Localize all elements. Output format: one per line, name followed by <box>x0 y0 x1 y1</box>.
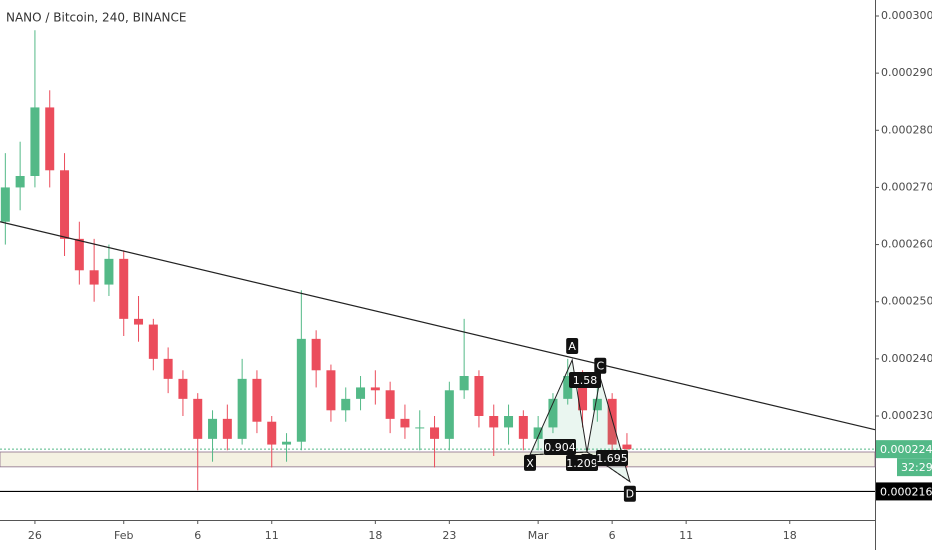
candle-body <box>400 418 410 428</box>
candle-body <box>370 387 380 391</box>
x-tick-label: Mar <box>528 529 549 542</box>
candle-body <box>578 376 588 411</box>
candle-body <box>45 107 55 171</box>
candle-body <box>163 358 173 379</box>
candle-body <box>134 318 144 325</box>
candle-body <box>430 427 440 439</box>
x-tick-label: 18 <box>783 529 797 542</box>
x-tick-label: 6 <box>194 529 201 542</box>
candle-body <box>30 107 40 176</box>
candle-body <box>296 338 306 442</box>
countdown-box <box>897 458 932 477</box>
pattern-point-label: D <box>626 488 634 501</box>
ratio-label: 1.209 <box>566 457 598 470</box>
candle-body <box>267 421 277 445</box>
x-tick-label: 26 <box>28 529 42 542</box>
candle-body <box>489 416 499 428</box>
candle-body <box>622 444 632 450</box>
pattern-point-label: C <box>596 360 604 373</box>
candle-body <box>326 370 336 411</box>
x-tick-label: 11 <box>265 529 279 542</box>
countdown-label: 32:29 <box>901 461 932 474</box>
candle-body <box>385 390 395 419</box>
pattern-point-label: X <box>526 457 534 470</box>
ratio-box <box>569 372 601 388</box>
candle-body <box>178 378 188 399</box>
candle-body <box>252 378 262 422</box>
candle-body <box>208 418 218 439</box>
candle-body <box>607 398 617 445</box>
candle-body <box>504 416 514 428</box>
ratio-box <box>566 455 598 471</box>
candle-body <box>193 398 203 439</box>
candle-body <box>356 387 366 399</box>
ratio-label: 1.695 <box>596 452 628 465</box>
candle-body <box>74 238 84 271</box>
pattern-point-box <box>524 454 537 471</box>
trendline <box>0 221 876 431</box>
candle-body <box>222 418 232 439</box>
candle-body <box>548 398 558 428</box>
candle-body <box>533 427 543 439</box>
candle-body <box>60 170 70 239</box>
pattern-point-box <box>594 357 607 374</box>
x-tick-label: 11 <box>679 529 693 542</box>
candle-body <box>237 378 247 439</box>
chart-title: NANO / Bitcoin, 240, BINANCE <box>6 11 187 25</box>
candle-body <box>119 258 129 319</box>
candle-body <box>148 324 158 359</box>
zone <box>0 451 876 468</box>
candle-body <box>518 416 528 439</box>
candle-body <box>341 398 351 411</box>
candle-body <box>474 376 484 416</box>
last-price-box <box>876 440 932 459</box>
level-label: 0.0002168 <box>880 485 932 498</box>
candle-body <box>104 258 114 285</box>
candle-body <box>444 390 454 439</box>
candle-body <box>282 441 292 445</box>
ratio-label: 1.58 <box>573 374 598 387</box>
candle-body <box>89 270 99 285</box>
ratio-box <box>596 450 628 466</box>
ratio-label: 0.904 <box>544 441 576 454</box>
level-box <box>876 482 932 501</box>
candle-body <box>0 187 10 222</box>
pattern-point-box <box>566 338 579 354</box>
candle-body <box>563 376 573 399</box>
candle-body <box>15 176 25 188</box>
candle-body <box>592 398 602 411</box>
candle-body <box>311 338 321 371</box>
candle-body <box>415 427 425 429</box>
y-tick-label: 0.0003000 <box>881 9 932 22</box>
ratio-box <box>544 439 576 455</box>
x-tick-label: 23 <box>442 529 456 542</box>
pattern-diagonals <box>529 451 631 483</box>
x-tick-label: 6 <box>609 529 616 542</box>
pattern-point-label: A <box>568 340 576 353</box>
pattern-point-box <box>623 485 636 502</box>
last-price-label: 0.0002242 <box>880 443 932 456</box>
x-tick-label: 18 <box>368 529 382 542</box>
x-tick-label: Feb <box>114 529 133 542</box>
candle-body <box>459 376 469 391</box>
